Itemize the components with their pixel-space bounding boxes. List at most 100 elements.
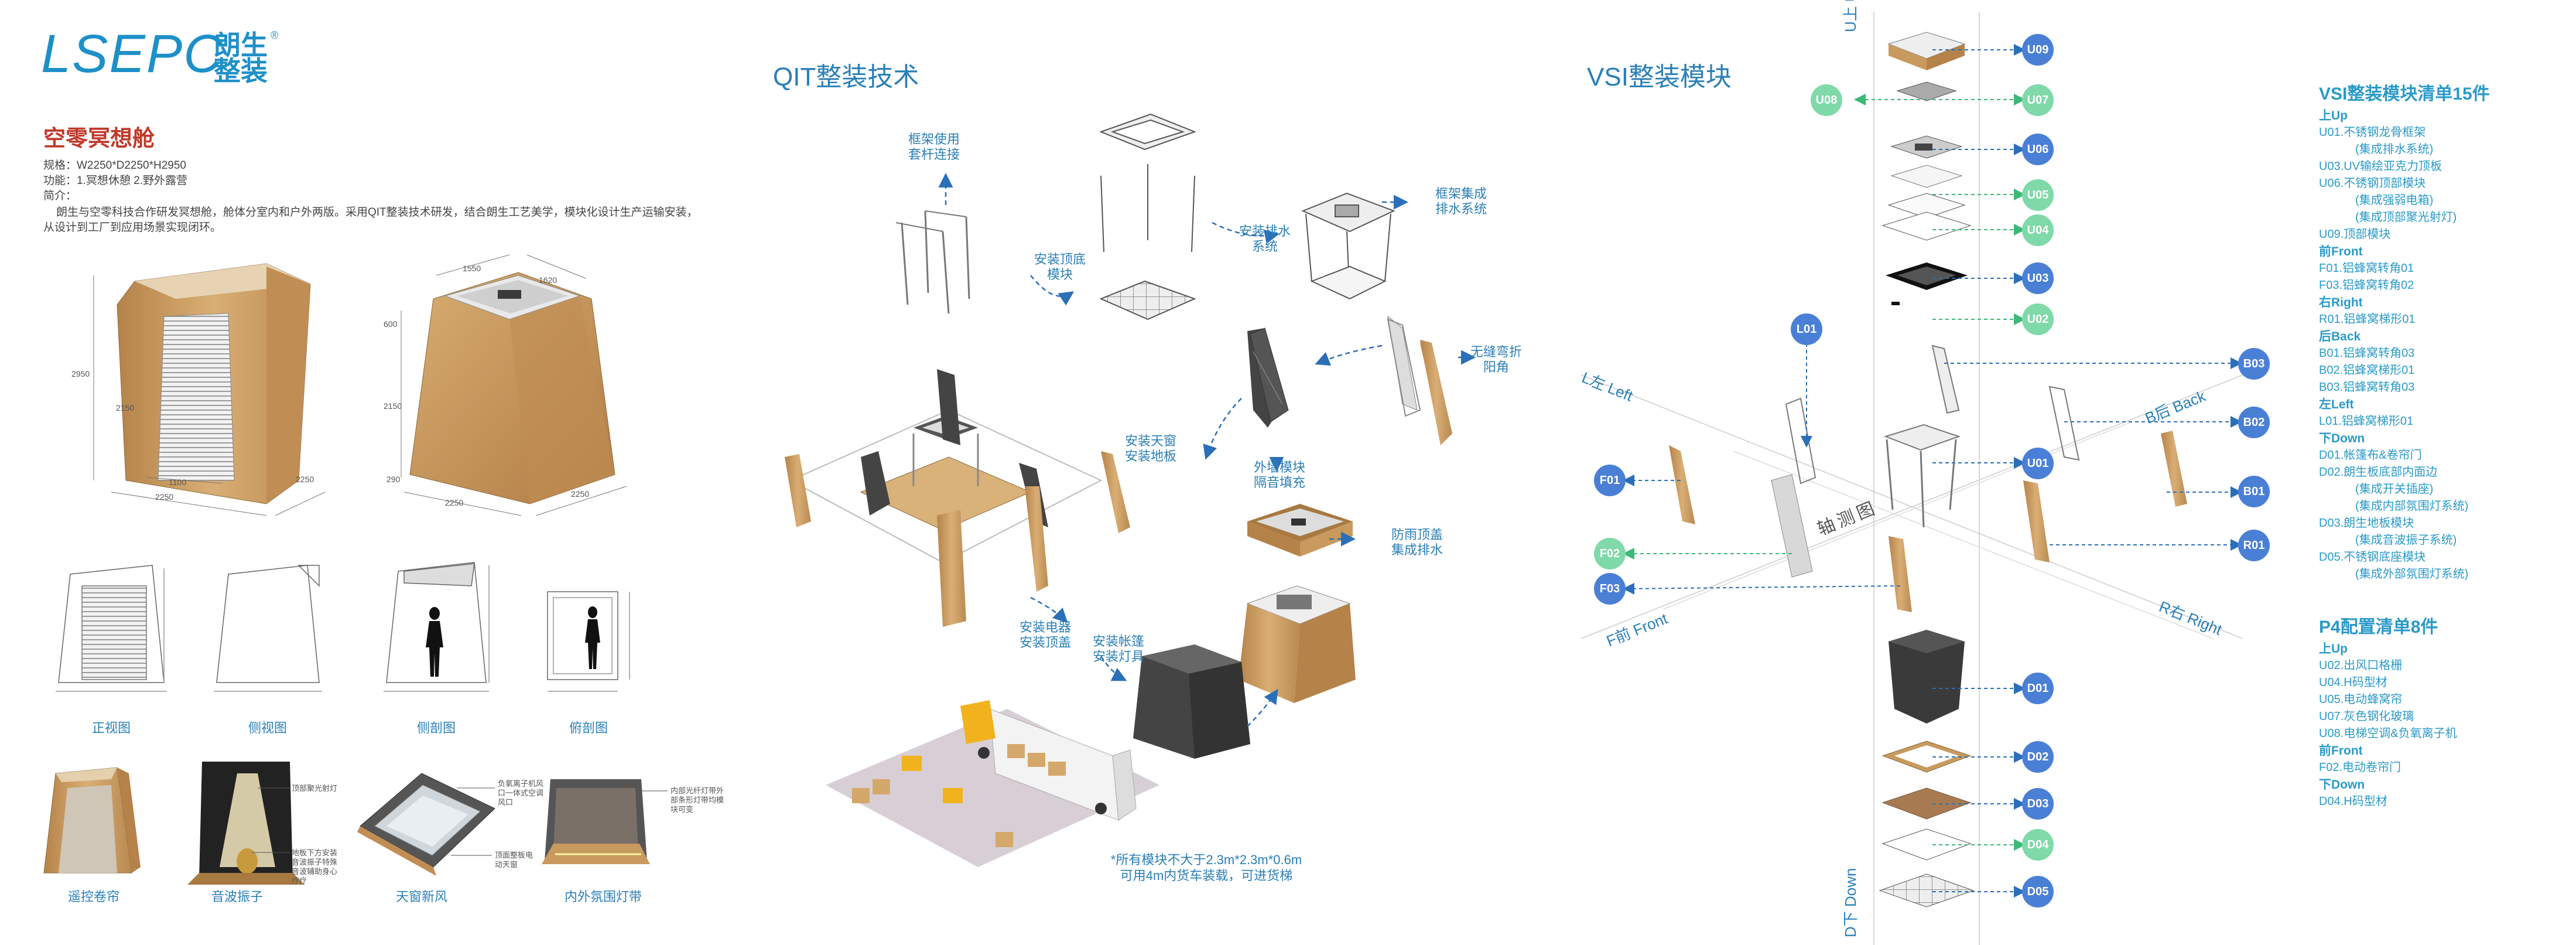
node-u07: U07 [2022,84,2054,116]
list15-u06-sub1: (集成强弱电箱) [2355,194,2434,207]
vsi-axes [1581,12,2243,945]
node-b03: B03 [2238,348,2270,380]
qit-ann-electric: 安装电器安装顶盖 [1019,620,1071,650]
note-light: 内部光纤灯带外部条形灯带均模块可变 [670,786,724,814]
view-side-drawing [214,565,322,692]
dim-width-top: 2250 [445,498,464,507]
qit-ann-roof: 防雨顶盖集成排水 [1391,527,1443,557]
list8-up: 上Up [2319,642,2348,656]
dim-top-width: 1550 [463,264,481,273]
pod-render-front [93,263,326,516]
list8-front: 前Front [2319,744,2363,758]
dim-height-top: 2150 [384,401,402,411]
list15-left: 左Left [2319,398,2354,411]
feature-curtain-render [43,767,141,874]
qit-ann-tent: 安装帐篷安装灯具 [1092,634,1144,664]
label-skylight: 天窗新风 [395,889,447,904]
list15-u09: U09.顶部模块 [2319,228,2391,241]
qit-ann-top-bottom: 安装顶底模块 [1034,252,1086,282]
view-front-drawing [56,565,167,692]
qit-ann-frame: 框架使用套杆连接 [908,132,960,162]
qit-drain-module [1301,192,1395,300]
node-d02: D02 [2022,741,2054,773]
node-l01: L01 [1791,313,1822,345]
logo-cn-bottom: 整装 [214,56,268,86]
node-f03: F03 [1594,573,1626,605]
product-spec-size: 规格：W2250*D2250*H2950 [43,159,186,172]
qit-truck-scene [826,700,1159,867]
node-d01: D01 [2022,673,2054,704]
logo-cn-top: 朗生 [214,30,268,60]
list15-l01: L01.铝蜂窝梯形01 [2319,415,2414,428]
node-u09: U09 [2022,34,2054,66]
label-front-view: 正视图 [91,721,131,735]
feature-light-render [542,779,668,864]
list15-up: 上Up [2319,109,2348,122]
qit-roof-module [1247,504,1353,557]
qit-frame-module [1099,113,1196,320]
logo-latin: LSEPC [41,24,224,84]
list15-right: 右Right [2319,296,2363,309]
qit-ann-wall: 外墙模块隔音填充 [1253,460,1305,490]
dim-height-front: 2950 [71,369,90,378]
node-b02: B02 [2238,407,2270,438]
label-plan-section-view: 俯剖图 [569,721,608,735]
dim-top-depth: 1620 [539,275,557,285]
view-section2-drawing [547,591,630,692]
list15-title: VSI整装模块清单15件 [2319,84,2490,104]
label-section-view: 侧剖图 [416,721,456,735]
list8-title: P4配置清单8件 [2319,618,2438,637]
node-b01: B01 [2238,476,2270,507]
list15-back: 后Back [2319,330,2361,343]
dim-600: 600 [384,319,398,329]
list15-b01: B01.铝蜂窝转角03 [2319,347,2415,360]
list15-u03: U03.UV输绘亚克力顶板 [2319,160,2442,173]
list8-f02: F02.电动卷帘门 [2319,761,2401,774]
vsi-connectors [1623,44,2242,898]
list15-d03-sub: (集成音波振子系统) [2355,534,2457,547]
product-title: 空零冥想舱 [43,127,155,151]
product-spec-intro: 简介： [43,190,77,202]
dim-door-front: 1100 [169,477,187,487]
product-spec-function: 功能：1.冥想休憩 2.野外露营 [43,175,187,187]
vsi-bottom-stack [1879,630,1975,908]
list8-u08: U08.电梯空调&负氧离子机 [2319,727,2457,740]
list15-down: 下Down [2319,432,2365,445]
feature-skylight-render [357,773,495,876]
node-u01: U01 [2022,448,2054,479]
node-r01: R01 [2238,530,2270,561]
feature-sound-render [187,762,305,885]
list8-u04: U04.H码型材 [2319,676,2387,689]
node-d05: D05 [2022,876,2054,908]
qit-corner-module [1387,318,1452,442]
dim-inner-height-front: 2150 [116,403,135,412]
list15-front: 前Front [2319,245,2363,258]
vsi-title: VSI整装模块 [1587,63,1732,91]
label-curtain: 遥控卷帘 [67,889,119,904]
list15-d05: D05.不锈钢底座模块 [2319,551,2426,564]
label-sound: 音波振子 [211,889,263,904]
label-side-view: 侧视图 [248,721,287,735]
vsi-axis-up: U上 Up [1842,0,1859,32]
list8-u02: U02.出风口格栅 [2319,659,2403,672]
qit-wall-module [1250,327,1289,422]
dim-depth-front: 2250 [296,475,314,484]
node-u05: U05 [2022,179,2054,211]
list15-u01: U01.不锈钢龙骨框架 [2319,126,2426,139]
dim-290: 290 [386,475,401,484]
list15-d05-sub: (集成外部氛围灯系统) [2355,568,2469,581]
dim-depth-top: 2250 [571,489,590,499]
qit-finished-pod [1133,644,1250,759]
node-f01: F01 [1594,465,1626,496]
vsi-center-frame [1883,344,1961,528]
node-d03: D03 [2022,788,2054,820]
node-u04: U04 [2022,214,2054,246]
qit-ann-seamless: 无缝弯折阳角 [1470,344,1522,374]
dim-width-front: 2250 [155,492,174,502]
qit-ann-drain: 安装排水系统 [1239,224,1291,254]
qit-ann-frame-drain: 框架集成排水系统 [1435,186,1487,216]
view-section1-drawing [384,562,490,692]
list15-d02-sub1: (集成开关插座) [2355,483,2434,496]
product-intro-line1: 朗生与空零科技合作研发冥想舱，舱体分室内和户外两版。采用QIT整装技术研发，结合… [56,206,698,219]
qit-note-truck: 可用4m内货车装载，可进货梯 [1120,868,1293,883]
